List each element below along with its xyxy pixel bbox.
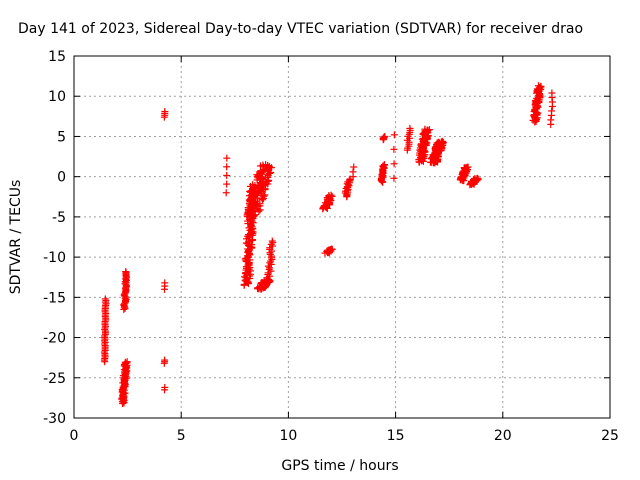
data-point [223,171,231,179]
data-point [240,280,248,288]
data-point [223,180,231,188]
data-point [267,257,275,265]
x-tick-label: 5 [177,428,186,444]
data-point [247,267,255,275]
data-point [380,133,388,141]
data-point [123,358,131,366]
x-tick-label: 25 [601,428,619,444]
grid-layer [74,56,610,418]
y-tick-label: -20 [43,331,66,347]
data-point [246,272,254,280]
y-tick-label: -15 [43,290,66,306]
x-axis-label: GPS time / hours [281,458,398,474]
data-point [345,176,353,184]
data-point [421,125,429,133]
x-tick-label: 0 [70,428,79,444]
data-point [547,116,555,124]
data-point [267,240,275,248]
plot-frame [73,55,611,419]
y-tick-label: 0 [57,170,66,186]
data-point [262,161,270,169]
data-point [327,245,335,253]
data-point [379,162,387,170]
data-points-layer [100,82,556,408]
y-tick-label: 10 [48,89,66,105]
data-point [438,137,446,145]
data-point [222,189,230,197]
x-tick-label: 15 [387,428,405,444]
data-point [534,82,542,90]
data-point [265,162,273,170]
data-point [122,268,130,276]
data-point [256,200,264,208]
data-point [161,356,169,364]
data-point [406,124,414,132]
data-point [548,89,556,97]
x-tick-label: 20 [494,428,512,444]
data-point [251,211,259,219]
data-point [268,237,276,245]
data-point [223,163,231,171]
data-point [100,348,108,356]
chart-title: Day 141 of 2023, Sidereal Day-to-day VTE… [18,21,583,37]
y-axis-label: SDTVAR / TECUs [8,180,24,295]
y-tick-label: -10 [43,250,66,266]
data-point [381,132,389,140]
data-point [390,131,398,139]
data-point [254,195,262,203]
data-point [548,107,556,115]
data-point [390,174,398,182]
data-point [266,169,274,177]
ticks-layer: 0 5 10 15 20 25 -30 -25 -20 -15 -10 -5 0 5 10 15 [43,49,619,444]
y-tick-label: -5 [52,210,66,226]
data-point [350,163,358,171]
data-point [265,276,273,284]
data-point [101,332,109,340]
data-point [327,191,335,199]
data-point [161,279,169,287]
y-tick-label: -25 [43,371,66,387]
y-tick-label: 5 [57,129,66,145]
data-point [223,154,231,162]
data-point [161,108,169,116]
data-point [381,161,389,169]
data-point [161,383,169,391]
y-tick-label: 15 [48,49,66,65]
data-point [473,174,481,182]
x-tick-label: 10 [279,428,297,444]
y-tick-label: -30 [43,411,66,427]
data-point [266,272,274,280]
data-point [101,295,109,303]
data-point [390,160,398,168]
data-point [244,232,252,240]
data-point [349,168,357,176]
data-point [464,163,472,171]
data-point [390,145,398,153]
